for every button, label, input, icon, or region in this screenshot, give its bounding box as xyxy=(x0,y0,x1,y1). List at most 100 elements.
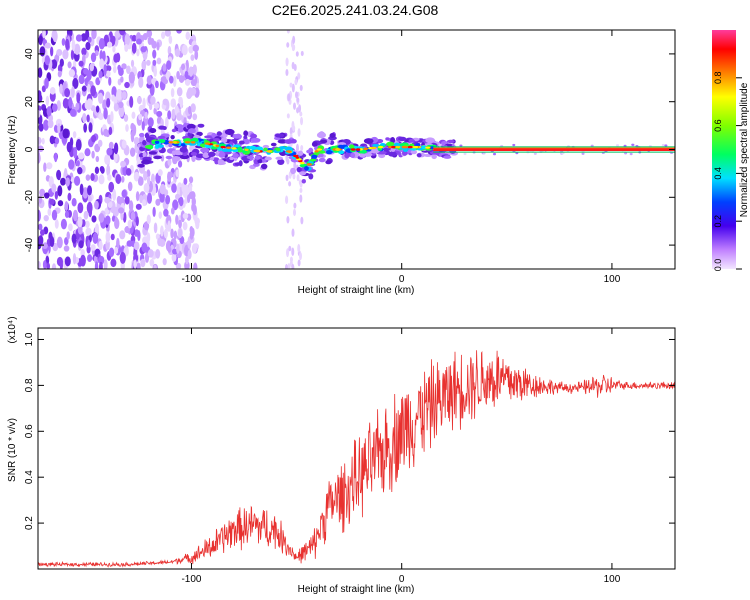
clutter-blob xyxy=(38,223,43,231)
clutter-blob xyxy=(121,189,127,198)
ridge-halo xyxy=(364,153,373,157)
ridge-hotspot xyxy=(407,145,413,149)
clutter-blob xyxy=(175,262,182,269)
clutter-blob xyxy=(146,232,151,243)
ridge-core xyxy=(338,150,345,155)
clutter-blob xyxy=(299,84,303,92)
clutter-blob xyxy=(145,59,151,66)
clutter-blob xyxy=(44,55,51,66)
clutter-blob xyxy=(293,208,297,217)
snr-frame xyxy=(37,327,676,570)
clutter-blob xyxy=(49,198,55,205)
ridge-halo xyxy=(446,139,455,144)
ridge-halo xyxy=(257,158,263,164)
ridge-halo xyxy=(624,152,628,155)
top-x-tick-label: 100 xyxy=(604,274,621,285)
clutter-blob xyxy=(299,194,303,203)
ridge-core xyxy=(386,141,395,147)
clutter-blob xyxy=(155,248,161,259)
clutter-blob xyxy=(127,181,133,192)
clutter-blob xyxy=(171,108,176,120)
clutter-blob xyxy=(119,230,126,240)
clutter-blob xyxy=(300,144,304,151)
clutter-blob xyxy=(171,183,177,193)
ridge-halo xyxy=(581,152,585,155)
clutter-blob xyxy=(167,45,172,56)
clutter-blob xyxy=(159,183,166,195)
ridge-halo xyxy=(629,152,633,156)
clutter-blob xyxy=(99,58,105,69)
clutter-blob xyxy=(121,91,127,100)
clutter-blob xyxy=(127,219,133,229)
clutter-blob xyxy=(164,30,171,37)
clutter-blob xyxy=(133,241,140,251)
clutter-blob xyxy=(80,248,85,257)
ridge-halo xyxy=(179,146,188,153)
clutter-blob xyxy=(130,59,135,68)
clutter-blob xyxy=(182,221,188,231)
clutter-blob xyxy=(38,136,42,145)
ridge-halo xyxy=(664,144,668,147)
clutter-blob xyxy=(62,49,69,60)
clutter-blob xyxy=(108,76,112,86)
clutter-blob xyxy=(62,81,67,91)
clutter-blob xyxy=(295,143,299,153)
clutter-blob xyxy=(44,42,51,49)
ridge-halo xyxy=(200,147,210,153)
clutter-blob xyxy=(85,174,91,181)
ridge-halo xyxy=(316,131,326,139)
ridge-halo xyxy=(262,144,270,149)
clutter-blob xyxy=(178,219,182,229)
clutter-blob xyxy=(293,161,297,170)
ridge-hotspot xyxy=(335,148,341,151)
clutter-blob xyxy=(110,233,115,241)
ridge-halo xyxy=(171,128,177,133)
clutter-blob xyxy=(60,218,67,230)
clutter-blob xyxy=(90,52,97,63)
clutter-blob xyxy=(292,173,296,180)
clutter-blob xyxy=(153,264,157,269)
clutter-blob xyxy=(104,154,111,165)
top-x-tick-label: -100 xyxy=(181,274,201,285)
ridge-halo xyxy=(144,132,150,139)
clutter-blob xyxy=(138,176,144,186)
clutter-blob xyxy=(78,74,85,85)
clutter-blob xyxy=(190,79,197,87)
clutter-blob xyxy=(136,48,140,57)
clutter-blob xyxy=(94,200,99,210)
clutter-blob xyxy=(157,169,163,177)
ridge-halo xyxy=(299,171,307,176)
clutter-blob xyxy=(38,209,41,222)
ridge-halo xyxy=(308,173,314,180)
ridge-core xyxy=(187,142,197,146)
clutter-blob xyxy=(172,75,177,88)
ridge-core xyxy=(217,147,223,151)
clutter-blob xyxy=(176,87,183,97)
ridge-halo xyxy=(216,131,222,136)
ridge-hotspot xyxy=(355,148,361,151)
clutter-blob xyxy=(125,168,132,176)
clutter-blob xyxy=(167,171,172,182)
clutter-blob xyxy=(119,30,126,36)
clutter-blob xyxy=(141,242,148,253)
ridge-halo xyxy=(274,133,285,138)
clutter-blob xyxy=(56,256,64,267)
clutter-blob xyxy=(68,69,76,78)
clutter-blob xyxy=(94,166,100,175)
clutter-blob xyxy=(94,261,99,269)
clutter-blob xyxy=(295,91,299,99)
ridge-core xyxy=(402,147,409,153)
clutter-blob xyxy=(111,94,116,102)
ridge-core xyxy=(304,165,309,171)
ridge-core xyxy=(275,147,281,152)
clutter-blob xyxy=(98,174,105,185)
ridge-halo xyxy=(165,155,173,160)
clutter-blob xyxy=(113,53,119,63)
clutter-blob xyxy=(75,34,83,42)
clutter-blob xyxy=(293,202,297,209)
clutter-blob xyxy=(284,263,288,269)
ridge-halo xyxy=(182,151,188,156)
clutter-blob xyxy=(297,72,301,80)
clutter-blob xyxy=(102,50,106,62)
clutter-blob xyxy=(86,114,90,123)
